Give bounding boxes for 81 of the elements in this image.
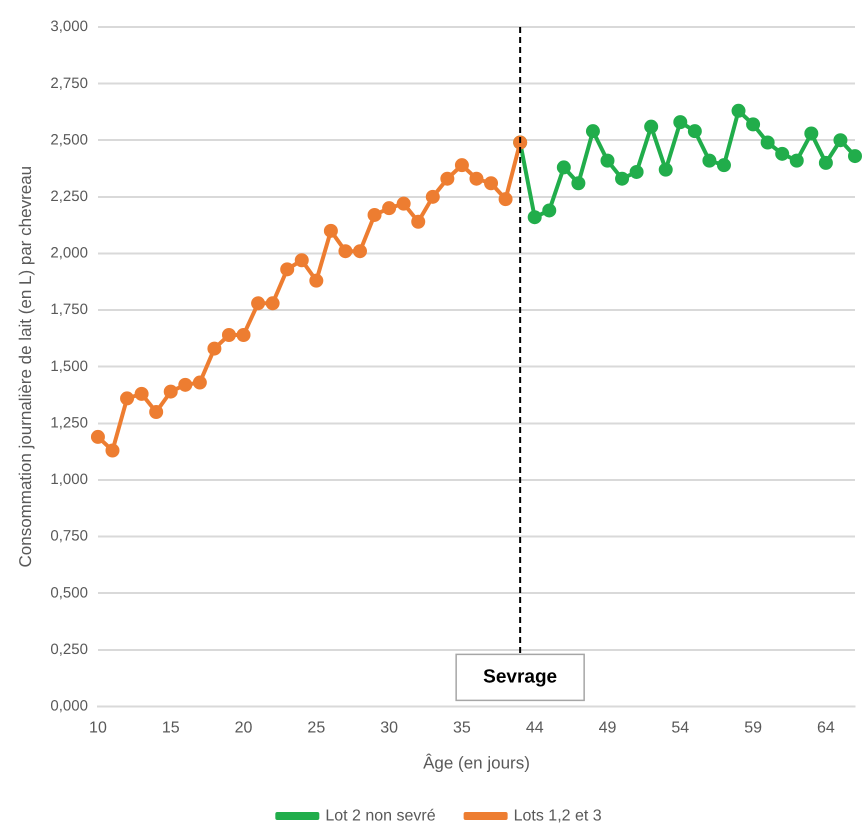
point (454, 158, 469, 172)
x-tick-label: 35 (453, 719, 471, 736)
point (280, 262, 294, 276)
x-tick-label: 59 (744, 719, 762, 736)
point (120, 391, 134, 406)
point (426, 190, 440, 204)
y-tick-label: 3,000 (50, 18, 88, 36)
x-tick-label: 20 (234, 719, 253, 736)
y-tick-label: 1,000 (50, 471, 88, 488)
point (688, 124, 702, 138)
point (411, 214, 426, 229)
point (833, 133, 848, 148)
point (396, 196, 411, 211)
point (90, 430, 105, 444)
point (498, 192, 513, 206)
y-tick-label: 2,750 (50, 74, 88, 92)
y-tick-label: 1,500 (50, 358, 88, 375)
point (105, 443, 120, 458)
point (368, 208, 382, 222)
point (338, 244, 352, 258)
y-tick-label: 1,750 (50, 301, 88, 318)
point (192, 376, 207, 390)
point (266, 296, 280, 310)
point (294, 253, 309, 268)
y-tick-label: 0,750 (50, 528, 88, 545)
x-tick-label: 54 (671, 719, 690, 736)
point (658, 162, 673, 177)
legend-label: Lot 2 non sevré (325, 807, 436, 824)
point (716, 158, 731, 172)
point (440, 172, 454, 186)
point (732, 104, 746, 118)
point (352, 244, 367, 258)
point (644, 120, 658, 134)
point (600, 154, 614, 168)
x-tick-label: 30 (380, 719, 398, 736)
point (222, 328, 236, 342)
point (164, 384, 178, 399)
point (571, 176, 586, 190)
y-tick-label: 2,250 (50, 188, 88, 205)
point (528, 210, 542, 224)
point (469, 172, 484, 186)
point (804, 126, 818, 140)
point (848, 149, 862, 164)
point (556, 160, 571, 174)
x-tick-label: 44 (526, 719, 544, 736)
annotation: Sevrage (483, 666, 558, 688)
point (615, 172, 630, 186)
point (324, 224, 338, 238)
y-axis-title: Consommation journalière de lait (en L) par chevreau (16, 166, 35, 568)
point (309, 274, 324, 288)
y-tick-label: 2,000 (50, 244, 88, 262)
x-tick-label: 64 (816, 719, 835, 736)
point (236, 328, 251, 342)
point (746, 117, 760, 132)
point (149, 404, 164, 419)
point (673, 115, 688, 130)
point (178, 378, 192, 392)
point (542, 203, 556, 218)
point (134, 386, 149, 401)
point (207, 342, 222, 356)
point (484, 176, 498, 190)
point (586, 124, 600, 138)
point (818, 156, 833, 170)
point (630, 164, 644, 179)
x-tick-label: 10 (89, 719, 107, 736)
point (382, 201, 396, 216)
y-tick-label: 0,500 (50, 584, 88, 602)
x-axis-title: Âge (en jours) (423, 753, 530, 772)
x-tick-label: 49 (598, 719, 616, 736)
y-tick-label: 1,250 (50, 414, 88, 432)
x-tick-label: 25 (307, 719, 326, 736)
point (702, 154, 716, 168)
y-tick-label: 0,250 (50, 640, 88, 658)
point (251, 296, 266, 310)
y-tick-label: 2,500 (50, 131, 88, 148)
legend-label: Lots 1,2 et 3 (514, 807, 602, 824)
point (790, 154, 804, 168)
point (760, 136, 775, 150)
x-tick-label: 15 (162, 719, 180, 736)
y-tick-label: 0,000 (50, 698, 88, 715)
point (775, 146, 790, 161)
